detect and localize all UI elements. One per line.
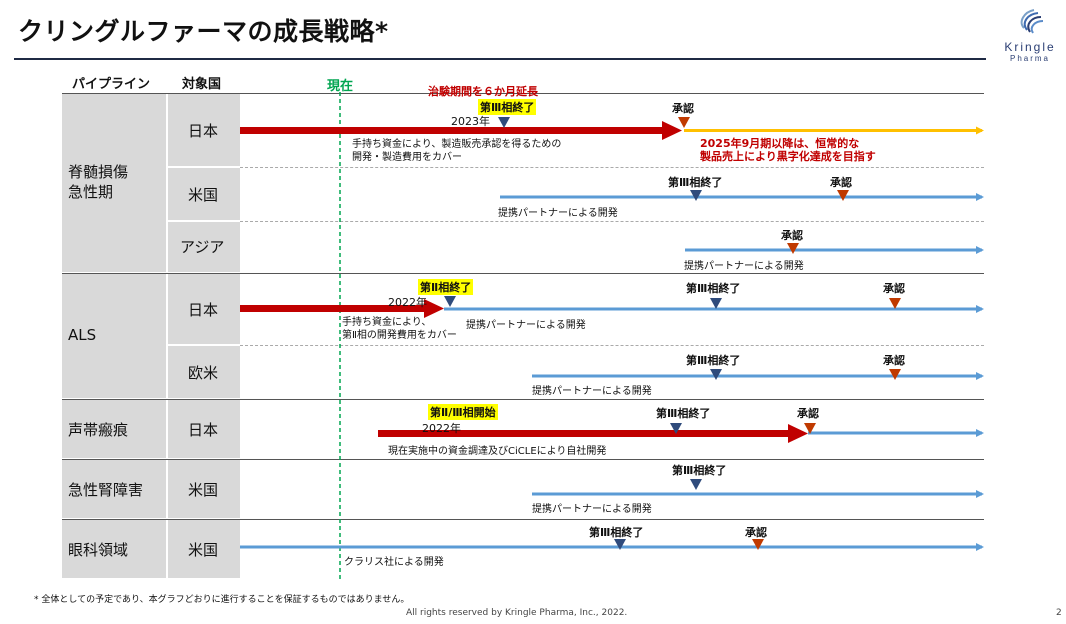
sci-us-approval-label: 承認 (830, 176, 852, 189)
title-divider (14, 58, 986, 60)
country-cell-eye-us: 米国 (168, 520, 240, 578)
logo-sub: Pharma (1009, 54, 1050, 63)
row-subdivider (240, 345, 984, 346)
vocal-fund-note: 現在実施中の資金調達及びCiCLEにより自社開発 (388, 446, 607, 457)
row-divider (62, 93, 984, 94)
milestone-marker (690, 479, 702, 490)
header-now: 現在 (327, 79, 354, 94)
row-subdivider (240, 167, 984, 168)
pipeline-cell-sci: 脊髄損傷 急性期 (62, 94, 166, 272)
country-label-sci-us: 米国 (188, 186, 219, 204)
country-cell-sci-asia: アジア (168, 222, 240, 272)
sci-jp-red-head (662, 121, 682, 140)
vocal-approval-label: 承認 (797, 407, 819, 420)
milestone-marker (444, 296, 456, 307)
milestone-marker (670, 423, 682, 434)
country-label-aki-us: 米国 (188, 481, 219, 499)
copyright: All rights reserved by Kringle Pharma, I… (406, 608, 628, 618)
pipeline-cell-als: ALS (62, 274, 166, 398)
pipeline-label-sci: 脊髄損傷 急性期 (68, 163, 129, 201)
approval-marker (889, 369, 901, 380)
pipeline-cell-aki: 急性腎障害 (62, 460, 166, 518)
als-jp-fund-note: 手持ち資金により、 第Ⅱ相の開発費用をカバー (342, 317, 457, 341)
country-cell-als-euus: 欧米 (168, 346, 240, 398)
vocal-year: 2022年 (422, 422, 461, 435)
vocal-phase23-label: 第Ⅱ/Ⅲ相開始 (428, 404, 498, 420)
vocal-phase3-label: 第Ⅲ相終了 (656, 407, 711, 420)
row-divider (62, 273, 984, 274)
vocal-red-bar (378, 430, 790, 437)
eye-approval-label: 承認 (745, 526, 767, 539)
extension-note: 治験期間を６か月延長 (428, 85, 538, 98)
pipeline-label-eye: 眼科領域 (68, 541, 129, 559)
country-label-vocal-jp: 日本 (188, 421, 219, 439)
page-number: 2 (1056, 608, 1062, 618)
country-cell-sci-us: 米国 (168, 168, 240, 220)
disclaimer: * 全体としての予定であり、本グラフどおりに進行することを保証するものではありま… (34, 595, 410, 605)
pipeline-label-aki: 急性腎障害 (68, 481, 144, 499)
page-title: クリングルファーマの成長戦略* (18, 17, 389, 46)
country-cell-sci-jp: 日本 (168, 94, 240, 166)
pipeline-cell-vocal: 声帯瘢痕 (62, 400, 166, 458)
country-cell-vocal-jp: 日本 (168, 400, 240, 458)
row-divider (62, 519, 984, 520)
eye-phase3-label: 第Ⅲ相終了 (589, 526, 644, 539)
als-jp-year: 2022年 (388, 296, 427, 309)
sci-jp-profit-note: 2025年9月期以降は、恒常的な 製品売上により黒字化達成を目指す (700, 137, 876, 163)
eye-claris-note: クラリス社による開発 (344, 557, 444, 568)
als-jp-phase3-label: 第Ⅲ相終了 (686, 282, 741, 295)
sci-jp-phase3-label: 第Ⅲ相終了 (478, 99, 537, 115)
pipeline-label-als: ALS (68, 326, 97, 344)
country-label-als-euus: 欧米 (188, 364, 219, 382)
country-cell-als-jp: 日本 (168, 274, 240, 344)
milestone-marker (710, 298, 722, 309)
row-subdivider (240, 221, 984, 222)
header-country: 対象国 (182, 77, 222, 92)
pipeline-cell-eye: 眼科領域 (62, 520, 166, 578)
als-euus-approval-label: 承認 (883, 354, 905, 367)
country-cell-aki-us: 米国 (168, 460, 240, 518)
logo-mark-icon (1020, 9, 1044, 34)
milestone-marker (614, 539, 626, 550)
als-euus-partner-note: 提携パートナーによる開発 (532, 386, 652, 397)
aki-phase3-label: 第Ⅲ相終了 (672, 464, 727, 477)
country-label-eye-us: 米国 (188, 541, 219, 559)
als-euus-phase3-label: 第Ⅲ相終了 (686, 354, 741, 367)
sci-jp-approval-label: 承認 (672, 102, 694, 115)
approval-marker (837, 190, 849, 201)
sci-jp-year: 2023年 (451, 115, 490, 128)
sci-asia-approval-label: 承認 (781, 229, 803, 242)
als-jp-phase2-label: 第Ⅱ相終了 (418, 279, 474, 295)
approval-marker (787, 243, 799, 254)
country-label-als-jp: 日本 (188, 301, 219, 319)
vocal-red-head (788, 424, 808, 443)
pipeline-label-vocal: 声帯瘢痕 (68, 421, 129, 439)
approval-marker (889, 298, 901, 309)
kringle-logo: Kringle Pharma (1000, 4, 1060, 64)
als-jp-partner-note: 提携パートナーによる開発 (466, 320, 586, 331)
approval-marker (752, 539, 764, 550)
approval-marker (804, 423, 816, 434)
country-label-sci-asia: アジア (180, 238, 225, 256)
country-label-sci-jp: 日本 (188, 122, 219, 140)
sci-jp-red-bar (240, 127, 665, 134)
row-divider (62, 459, 984, 460)
approval-marker (678, 117, 690, 128)
milestone-marker (690, 190, 702, 201)
sci-us-partner-note: 提携パートナーによる開発 (498, 208, 618, 219)
sci-jp-fund-note: 手持ち資金により、製造販売承認を得るための 開発・製造費用をカバー (352, 139, 562, 163)
sci-asia-partner-note: 提携パートナーによる開発 (684, 261, 804, 272)
als-jp-red-bar (240, 305, 426, 312)
als-jp-approval-label: 承認 (883, 282, 905, 295)
milestone-marker (498, 117, 510, 128)
milestone-marker (710, 369, 722, 380)
row-divider (62, 399, 984, 400)
header-pipeline: パイプライン (72, 77, 151, 92)
sci-us-phase3-label: 第Ⅲ相終了 (668, 176, 723, 189)
logo-name: Kringle (1004, 40, 1056, 54)
als-jp-red-head (424, 299, 444, 318)
aki-partner-note: 提携パートナーによる開発 (532, 504, 652, 515)
